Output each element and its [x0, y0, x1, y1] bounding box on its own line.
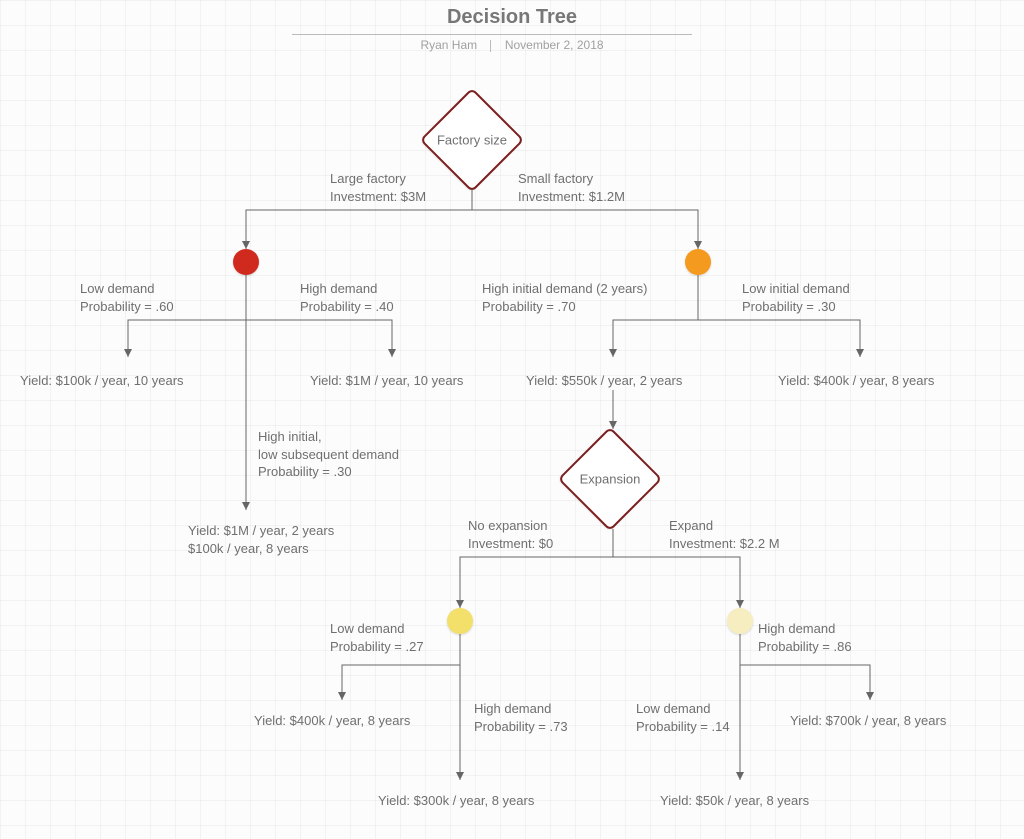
- yield-noexp-high: Yield: $300k / year, 8 years: [378, 792, 534, 810]
- label-small-high-initial: High initial demand (2 years) Probabilit…: [482, 280, 647, 315]
- yield-large-mid: Yield: $1M / year, 2 years $100k / year,…: [188, 522, 334, 557]
- yield-noexp-low: Yield: $400k / year, 8 years: [254, 712, 410, 730]
- label-large-factory: Large factory Investment: $3M: [330, 170, 426, 205]
- label-large-low-demand: Low demand Probability = .60: [80, 280, 174, 315]
- yield-exp-high: Yield: $700k / year, 8 years: [790, 712, 946, 730]
- large-factory-chance-node: [233, 249, 259, 275]
- yield-large-high: Yield: $1M / year, 10 years: [310, 372, 463, 390]
- yield-exp-low: Yield: $50k / year, 8 years: [660, 792, 809, 810]
- label-no-expansion: No expansion Investment: $0: [468, 517, 553, 552]
- label-large-mid-branch: High initial, low subsequent demand Prob…: [258, 428, 399, 481]
- label-expand: Expand Investment: $2.2 M: [669, 517, 780, 552]
- yield-small-high-initial: Yield: $550k / year, 2 years: [526, 372, 682, 390]
- yield-large-low: Yield: $100k / year, 10 years: [20, 372, 184, 390]
- factory-size-label: Factory size: [437, 133, 507, 148]
- label-small-factory: Small factory Investment: $1.2M: [518, 170, 625, 205]
- expand-chance-node: [727, 608, 753, 634]
- expansion-label: Expansion: [580, 472, 641, 487]
- no-expansion-chance-node: [447, 608, 473, 634]
- yield-small-low-initial: Yield: $400k / year, 8 years: [778, 372, 934, 390]
- label-exp-low-demand: Low demand Probability = .14: [636, 700, 730, 735]
- label-exp-high-demand: High demand Probability = .86: [758, 620, 852, 655]
- label-noexp-high-demand: High demand Probability = .73: [474, 700, 568, 735]
- label-large-high-demand: High demand Probability = .40: [300, 280, 394, 315]
- label-small-low-initial: Low initial demand Probability = .30: [742, 280, 850, 315]
- edges-layer: [124, 190, 874, 780]
- label-noexp-low-demand: Low demand Probability = .27: [330, 620, 424, 655]
- small-factory-chance-node: [685, 249, 711, 275]
